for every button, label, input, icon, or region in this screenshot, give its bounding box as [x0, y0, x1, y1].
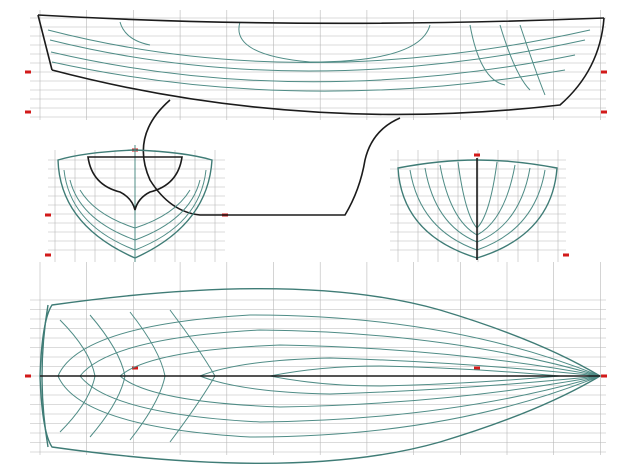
buttock-line: [50, 51, 576, 83]
section-outline: [397, 159, 558, 259]
grid: [25, 10, 607, 455]
reference-marker: [601, 110, 607, 114]
keel-fin: [142, 99, 401, 216]
reference-marker: [132, 366, 138, 370]
station-lines: [39, 10, 601, 455]
reference-marker: [474, 366, 480, 370]
reference-marker: [25, 110, 31, 114]
stern-transom: [37, 14, 53, 71]
reference-marker: [45, 213, 51, 217]
half-breadth-plan: [39, 287, 602, 465]
section-line: [519, 24, 546, 96]
section-line: [238, 21, 431, 63]
profile-view: [37, 14, 605, 216]
reference-marker: [474, 153, 480, 157]
sheer-line: [37, 14, 605, 25]
buttock-line: [47, 29, 591, 63]
buttock-line: [49, 39, 586, 72]
buttock-line: [51, 61, 566, 92]
waterlines: [25, 17, 607, 453]
reference-marker: [601, 70, 607, 74]
reference-marker: [25, 374, 31, 378]
section-line: [119, 21, 151, 46]
reference-marker: [25, 70, 31, 74]
section-outline: [57, 149, 213, 259]
body-plan-fore: [397, 158, 558, 260]
section-line: [469, 24, 506, 86]
keel-profile: [51, 17, 605, 116]
body-plan-aft: [57, 145, 213, 262]
reference-marker: [45, 253, 51, 257]
reference-marker: [563, 253, 569, 257]
reference-marker: [601, 374, 607, 378]
section-outline: [87, 156, 183, 211]
section-line: [499, 24, 531, 91]
